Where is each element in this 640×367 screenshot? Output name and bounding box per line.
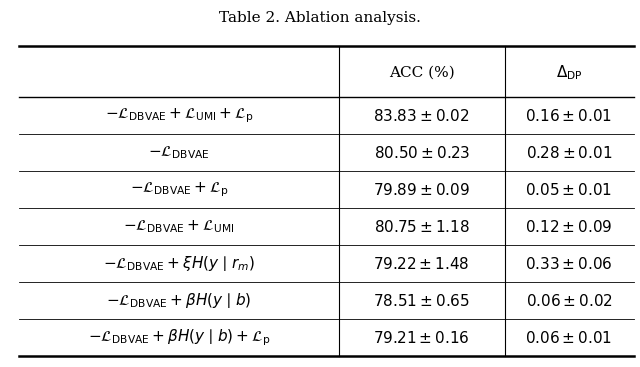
Text: $78.51\pm0.65$: $78.51\pm0.65$ (373, 292, 470, 309)
Text: $\Delta_{\mathrm{DP}}$: $\Delta_{\mathrm{DP}}$ (556, 63, 582, 82)
Text: $-\mathcal{L}_{\mathrm{DBVAE}} + \beta H(y \mid b) + \mathcal{L}_{\mathrm{p}}$: $-\mathcal{L}_{\mathrm{DBVAE}} + \beta H… (88, 327, 270, 348)
Text: $-\mathcal{L}_{\mathrm{DBVAE}} + \mathcal{L}_{\mathrm{UMI}} + \mathcal{L}_{\math: $-\mathcal{L}_{\mathrm{DBVAE}} + \mathca… (104, 106, 253, 125)
Text: ACC (%): ACC (%) (388, 65, 454, 80)
Text: $-\mathcal{L}_{\mathrm{DBVAE}} + \mathcal{L}_{\mathrm{UMI}}$: $-\mathcal{L}_{\mathrm{DBVAE}} + \mathca… (124, 218, 235, 235)
Text: $0.06\pm0.02$: $0.06\pm0.02$ (525, 292, 612, 309)
Text: $-\mathcal{L}_{\mathrm{DBVAE}} + \xi H(y \mid r_m)$: $-\mathcal{L}_{\mathrm{DBVAE}} + \xi H(y… (103, 254, 255, 273)
Text: $-\mathcal{L}_{\mathrm{DBVAE}} + \beta H(y \mid b)$: $-\mathcal{L}_{\mathrm{DBVAE}} + \beta H… (106, 291, 252, 310)
Text: $79.89\pm0.09$: $79.89\pm0.09$ (373, 182, 470, 198)
Text: $-\mathcal{L}_{\mathrm{DBVAE}}$: $-\mathcal{L}_{\mathrm{DBVAE}}$ (148, 144, 210, 161)
Text: $0.05\pm0.01$: $0.05\pm0.01$ (525, 182, 612, 198)
Text: $0.12\pm0.09$: $0.12\pm0.09$ (525, 219, 613, 235)
Text: $83.83\pm0.02$: $83.83\pm0.02$ (374, 108, 470, 124)
Text: $0.33\pm0.06$: $0.33\pm0.06$ (525, 255, 613, 272)
Text: $0.16\pm0.01$: $0.16\pm0.01$ (525, 108, 612, 124)
Text: $0.28\pm0.01$: $0.28\pm0.01$ (526, 145, 612, 161)
Text: $-\mathcal{L}_{\mathrm{DBVAE}} + \mathcal{L}_{\mathrm{p}}$: $-\mathcal{L}_{\mathrm{DBVAE}} + \mathca… (130, 180, 228, 199)
Text: $79.22\pm1.48$: $79.22\pm1.48$ (374, 255, 470, 272)
Text: $0.06\pm0.01$: $0.06\pm0.01$ (525, 330, 612, 345)
Text: Table 2. Ablation analysis.: Table 2. Ablation analysis. (219, 11, 421, 25)
Text: $79.21\pm0.16$: $79.21\pm0.16$ (373, 330, 470, 345)
Text: $80.50\pm0.23$: $80.50\pm0.23$ (374, 145, 470, 161)
Text: $80.75\pm1.18$: $80.75\pm1.18$ (374, 219, 470, 235)
